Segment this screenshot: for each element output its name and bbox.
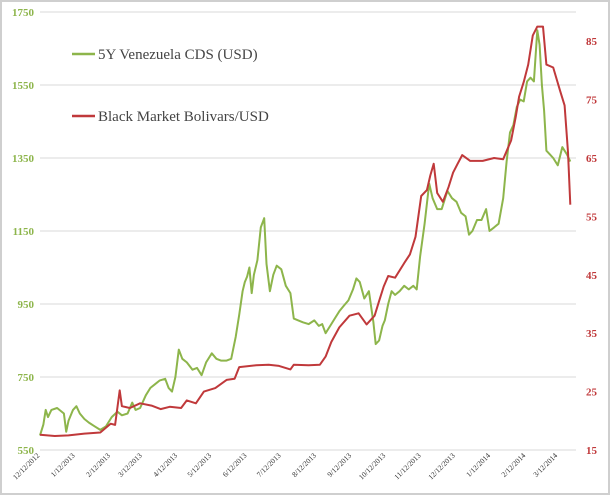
- left-tick-label: 550: [18, 445, 35, 457]
- left-tick-label: 950: [18, 299, 35, 311]
- left-tick-label: 1350: [12, 153, 35, 165]
- legend: 5Y Venezuela CDS (USD) Black Market Boli…: [72, 47, 269, 125]
- series-lines: [39, 25, 572, 437]
- x-tick-label: 9/12/2013: [325, 451, 353, 479]
- left-tick-label: 1150: [13, 226, 35, 238]
- right-tick-label: 55: [586, 211, 598, 223]
- left-tick-label: 750: [18, 372, 35, 384]
- x-tick-label: 11/12/2013: [392, 451, 423, 482]
- x-tick-label: 2/12/2013: [84, 451, 112, 479]
- right-axis-ticks: 15 25 35 45 55 65 75 85: [586, 36, 598, 457]
- x-tick-label: 7/12/2013: [255, 451, 283, 479]
- x-tick-label: 4/12/2013: [151, 451, 179, 479]
- cds-vs-black-market-chart: 550 750 950 1150 1350 1550 1750 15 25 35 45 55 65 75…: [11, 7, 598, 482]
- right-tick-label: 35: [586, 328, 598, 340]
- x-tick-label: 1/12/2014: [464, 451, 492, 479]
- right-tick-label: 85: [586, 36, 598, 48]
- left-tick-label: 1550: [12, 80, 35, 92]
- left-axis-ticks: 550 750 950 1150 1350 1550 1750: [12, 7, 35, 457]
- x-tick-label: 6/12/2013: [221, 451, 249, 479]
- x-tick-label: 12/12/2013: [426, 451, 457, 482]
- x-tick-label: 5/12/2013: [185, 451, 213, 479]
- gridlines: [40, 11, 576, 451]
- right-tick-label: 75: [586, 95, 598, 107]
- series-line-cds: [39, 29, 572, 436]
- right-tick-label: 15: [586, 445, 598, 457]
- legend-label-cds: 5Y Venezuela CDS (USD): [98, 47, 258, 63]
- x-tick-label: 10/12/2013: [357, 451, 388, 482]
- x-tick-label: 8/12/2013: [290, 451, 318, 479]
- right-tick-label: 45: [586, 270, 598, 282]
- right-tick-label: 25: [586, 387, 598, 399]
- legend-label-bolivar: Black Market Bolivars/USD: [98, 109, 269, 125]
- x-axis-ticks: 12/12/2012 1/12/2013 2/12/2013 3/12/2013 4/1…: [11, 451, 559, 482]
- left-tick-label: 1750: [12, 7, 35, 19]
- x-tick-label: 2/12/2014: [499, 451, 527, 479]
- right-tick-label: 65: [586, 153, 598, 165]
- series-line-bolivar: [39, 25, 572, 437]
- x-tick-label: 1/12/2013: [49, 451, 77, 479]
- x-tick-label: 3/12/2014: [531, 451, 559, 479]
- x-tick-label: 3/12/2013: [116, 451, 144, 479]
